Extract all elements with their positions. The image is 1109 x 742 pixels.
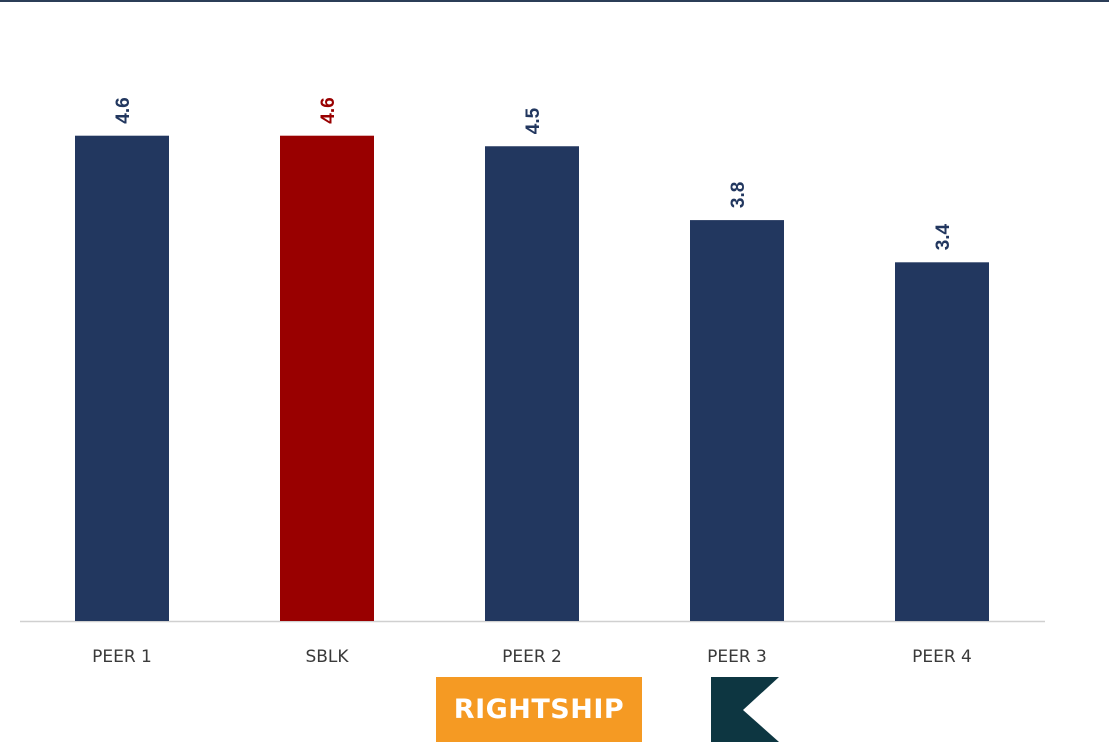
value-label-sblk: 4.6 <box>318 97 339 123</box>
tick-label-peer-1: PEER 1 <box>92 647 152 667</box>
k-logo-chevron <box>743 677 779 742</box>
bar-peer-2 <box>485 146 579 621</box>
rightship-logo: RIGHTSHIP <box>436 677 642 742</box>
bar-peer-3 <box>690 220 784 621</box>
bar-sblk <box>280 135 374 621</box>
value-label-peer-3: 3.8 <box>728 182 749 208</box>
k-logo-icon <box>711 677 779 742</box>
tick-label-peer-2: PEER 2 <box>502 647 562 667</box>
bar-chart: 4.6 4.6 4.53.83.4 PEER 1 SBLK PEER 2 PEER 3 PE… <box>20 97 1045 667</box>
value-label-peer-2: 4.5 <box>523 107 544 134</box>
bar-peer-1 <box>75 135 169 621</box>
value-label-peer-4: 3.4 <box>933 223 954 250</box>
value-labels-layer: 4.6 4.6 4.5 3.8 3.4 <box>113 97 954 250</box>
top-divider <box>0 0 1109 2</box>
bar-peer-4 <box>895 262 989 621</box>
value-label-peer-1: 4.6 <box>113 97 134 123</box>
rightship-logo-text: RIGHTSHIP <box>453 694 625 725</box>
tick-labels-layer: PEER 1 SBLK PEER 2 PEER 3 PEER 4 <box>92 647 972 667</box>
tick-label-sblk: SBLK <box>305 647 349 667</box>
tick-label-peer-3: PEER 3 <box>707 647 767 667</box>
bars-layer <box>75 135 989 621</box>
tick-label-peer-4: PEER 4 <box>912 647 972 667</box>
